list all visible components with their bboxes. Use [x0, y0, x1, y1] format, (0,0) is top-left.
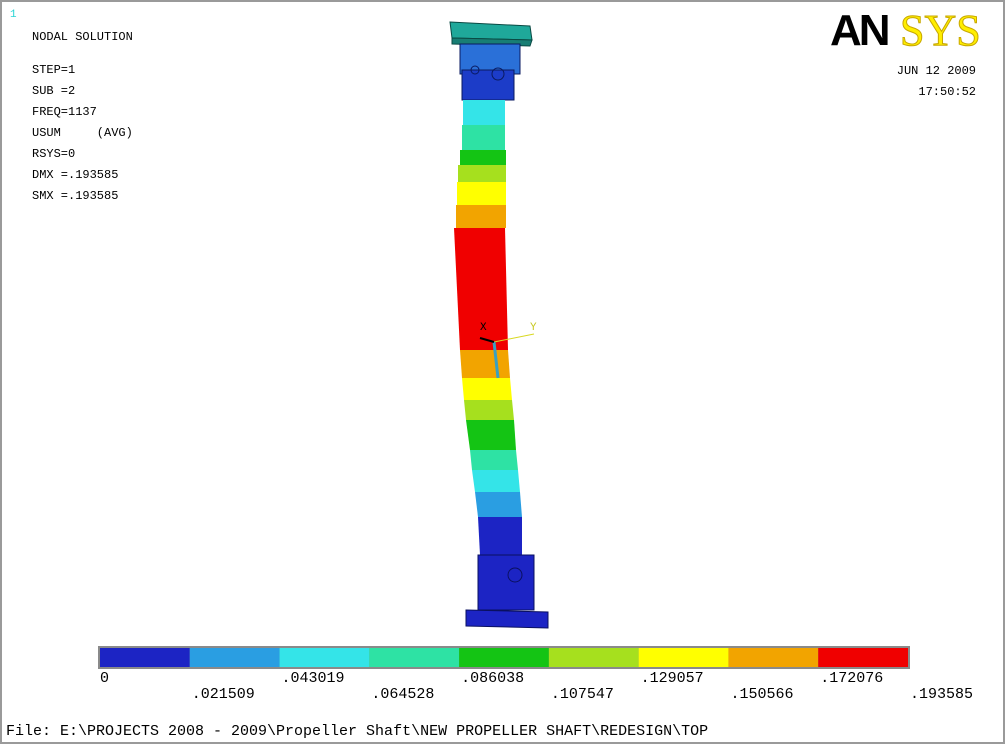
info-line: FREQ=1137 — [32, 105, 97, 119]
info-line: SMX =.193585 — [32, 189, 118, 203]
page: 1 NODAL SOLUTION STEP=1 SUB =2 FREQ=1137 US… — [0, 0, 1005, 744]
legend-label: .086038 — [461, 670, 524, 687]
info-line: RSYS=0 — [32, 147, 75, 161]
legend-label: .129057 — [641, 670, 704, 687]
time: 17:50:52 — [918, 85, 976, 99]
legend-label: 0 — [100, 670, 109, 687]
info-line: SUB =2 — [32, 84, 75, 98]
result-title: NODAL SOLUTION — [32, 30, 133, 44]
legend-label: .150566 — [730, 686, 793, 703]
legend-band — [280, 648, 370, 667]
legend-label: .021509 — [192, 686, 255, 703]
legend-label: .172076 — [820, 670, 883, 687]
info-line: STEP=1 — [32, 63, 75, 77]
legend-label: .064528 — [371, 686, 434, 703]
legend-label: .043019 — [282, 670, 345, 687]
legend-band — [190, 648, 280, 667]
legend-band — [639, 648, 729, 667]
legend-band — [818, 648, 908, 667]
legend-label: .107547 — [551, 686, 614, 703]
axis-x-label: X — [480, 322, 487, 334]
axis-y-label: Y — [530, 322, 537, 334]
logo-an: AN — [830, 6, 888, 55]
legend-band — [728, 648, 818, 667]
legend-band — [369, 648, 459, 667]
date: JUN 12 2009 — [897, 64, 976, 78]
ansys-window: 1 NODAL SOLUTION STEP=1 SUB =2 FREQ=1137 US… — [0, 0, 1005, 744]
info-line: USUM (AVG) — [32, 126, 133, 140]
legend-label: .193585 — [910, 686, 973, 703]
info-line: DMX =.193585 — [32, 168, 118, 182]
logo-sys: SYS — [900, 6, 981, 55]
legend-band — [459, 648, 549, 667]
legend-band — [549, 648, 639, 667]
window-number: 1 — [10, 9, 17, 21]
file-path: File: E:\PROJECTS 2008 - 2009\Propeller … — [6, 723, 708, 740]
legend-band — [100, 648, 190, 667]
